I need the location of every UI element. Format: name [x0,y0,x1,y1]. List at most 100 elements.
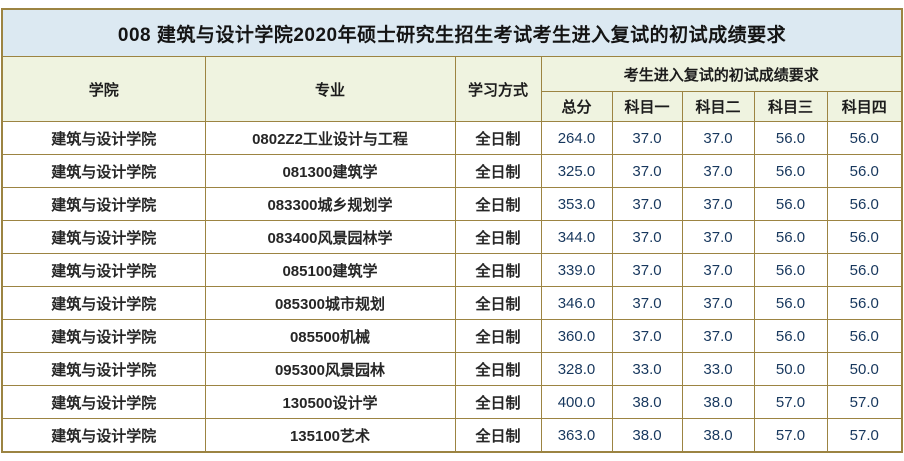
cell-subject-3: 56.0 [753,121,828,155]
cell-total-score: 328.0 [540,352,613,386]
cell-subject-1: 37.0 [611,253,683,287]
cell-subject-4: 56.0 [826,286,903,320]
cell-subject-2: 37.0 [681,253,755,287]
cell-major: 083400风景园林学 [204,220,456,254]
cell-study-mode: 全日制 [454,187,542,221]
header-score-group: 考生进入复试的初试成绩要求 [540,56,903,92]
cell-college: 建筑与设计学院 [1,253,206,287]
cell-subject-1: 37.0 [611,286,683,320]
cell-college: 建筑与设计学院 [1,187,206,221]
cell-major: 085500机械 [204,319,456,353]
cell-subject-1: 38.0 [611,418,683,453]
cell-subject-1: 33.0 [611,352,683,386]
cell-subject-4: 56.0 [826,154,903,188]
cell-college: 建筑与设计学院 [1,319,206,353]
table-row: 建筑与设计学院 083300城乡规划学 全日制 353.0 37.0 37.0 … [1,187,903,221]
cell-subject-2: 37.0 [681,154,755,188]
cell-subject-4: 56.0 [826,121,903,155]
cell-subject-2: 33.0 [681,352,755,386]
cell-college: 建筑与设计学院 [1,385,206,419]
cell-major: 130500设计学 [204,385,456,419]
cell-major: 085300城市规划 [204,286,456,320]
table-row: 建筑与设计学院 135100艺术 全日制 363.0 38.0 38.0 57.… [1,418,903,453]
cell-subject-1: 37.0 [611,187,683,221]
cell-subject-1: 37.0 [611,121,683,155]
table-row: 建筑与设计学院 095300风景园林 全日制 328.0 33.0 33.0 5… [1,352,903,386]
header-major: 专业 [204,56,456,122]
cell-subject-2: 37.0 [681,121,755,155]
table-row: 建筑与设计学院 0802Z2工业设计与工程 全日制 264.0 37.0 37.… [1,121,903,155]
cell-study-mode: 全日制 [454,286,542,320]
header-subject-2: 科目二 [681,91,755,122]
cell-major: 095300风景园林 [204,352,456,386]
cell-major: 083300城乡规划学 [204,187,456,221]
header-subject-1: 科目一 [611,91,683,122]
cell-total-score: 264.0 [540,121,613,155]
table-title: 008 建筑与设计学院2020年硕士研究生招生考试考生进入复试的初试成绩要求 [1,8,903,57]
cell-subject-4: 56.0 [826,220,903,254]
cell-subject-2: 37.0 [681,220,755,254]
cell-subject-4: 56.0 [826,253,903,287]
table-row: 建筑与设计学院 085300城市规划 全日制 346.0 37.0 37.0 5… [1,286,903,320]
cell-total-score: 346.0 [540,286,613,320]
cell-college: 建筑与设计学院 [1,220,206,254]
cell-subject-2: 37.0 [681,286,755,320]
table-row: 建筑与设计学院 085500机械 全日制 360.0 37.0 37.0 56.… [1,319,903,353]
cell-subject-2: 38.0 [681,418,755,453]
cell-subject-3: 56.0 [753,187,828,221]
cell-subject-1: 37.0 [611,319,683,353]
cell-college: 建筑与设计学院 [1,418,206,453]
cell-study-mode: 全日制 [454,418,542,453]
cell-college: 建筑与设计学院 [1,352,206,386]
table-row: 建筑与设计学院 085100建筑学 全日制 339.0 37.0 37.0 56… [1,253,903,287]
header-subject-3: 科目三 [753,91,828,122]
cell-college: 建筑与设计学院 [1,154,206,188]
cell-study-mode: 全日制 [454,319,542,353]
cell-total-score: 353.0 [540,187,613,221]
title-row: 008 建筑与设计学院2020年硕士研究生招生考试考生进入复试的初试成绩要求 [1,8,903,57]
cell-subject-3: 56.0 [753,286,828,320]
cell-subject-2: 37.0 [681,319,755,353]
cell-major: 135100艺术 [204,418,456,453]
cell-subject-1: 37.0 [611,220,683,254]
cell-subject-1: 37.0 [611,154,683,188]
cell-subject-4: 57.0 [826,385,903,419]
cell-study-mode: 全日制 [454,121,542,155]
header-study-mode: 学习方式 [454,56,542,122]
cell-college: 建筑与设计学院 [1,121,206,155]
cell-subject-3: 56.0 [753,253,828,287]
cell-subject-4: 50.0 [826,352,903,386]
header-row-2: 总分 科目一 科目二 科目三 科目四 [2,91,903,122]
cell-subject-3: 56.0 [753,220,828,254]
cell-total-score: 325.0 [540,154,613,188]
header-row-1: 学院 专业 学习方式 考生进入复试的初试成绩要求 [1,56,903,122]
cell-study-mode: 全日制 [454,253,542,287]
cell-total-score: 363.0 [540,418,613,453]
cell-subject-4: 56.0 [826,187,903,221]
cell-subject-4: 56.0 [826,319,903,353]
cell-total-score: 360.0 [540,319,613,353]
cell-subject-3: 50.0 [753,352,828,386]
table-row: 建筑与设计学院 130500设计学 全日制 400.0 38.0 38.0 57… [1,385,903,419]
table-row: 建筑与设计学院 083400风景园林学 全日制 344.0 37.0 37.0 … [1,220,903,254]
cell-subject-3: 56.0 [753,154,828,188]
header-total-score: 总分 [540,91,613,122]
cell-subject-2: 37.0 [681,187,755,221]
cell-study-mode: 全日制 [454,352,542,386]
cell-subject-2: 38.0 [681,385,755,419]
header-subject-4: 科目四 [826,91,903,122]
cell-study-mode: 全日制 [454,220,542,254]
table-row: 建筑与设计学院 081300建筑学 全日制 325.0 37.0 37.0 56… [1,154,903,188]
cell-study-mode: 全日制 [454,385,542,419]
cell-college: 建筑与设计学院 [1,286,206,320]
cell-major: 081300建筑学 [204,154,456,188]
header-college: 学院 [1,56,206,122]
cell-major: 085100建筑学 [204,253,456,287]
cell-subject-3: 56.0 [753,319,828,353]
cell-total-score: 339.0 [540,253,613,287]
cell-subject-4: 57.0 [826,418,903,453]
cell-total-score: 400.0 [540,385,613,419]
cell-total-score: 344.0 [540,220,613,254]
cell-subject-3: 57.0 [753,385,828,419]
